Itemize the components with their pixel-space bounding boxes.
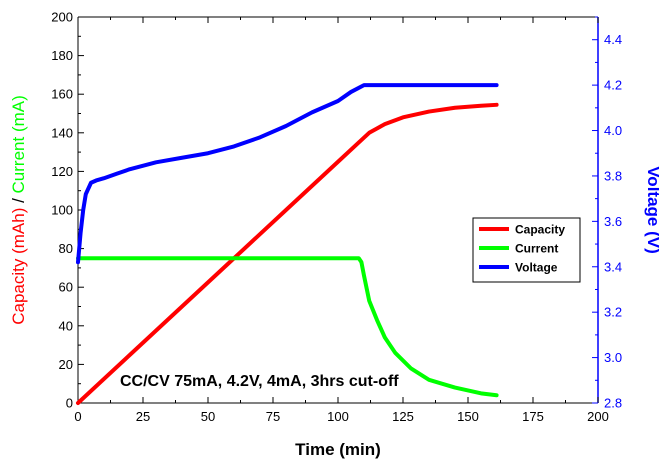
left-y-tick-label: 80 <box>59 241 73 256</box>
right-y-tick-label: 2.8 <box>604 396 622 411</box>
legend-label-capacity: Capacity <box>515 223 565 237</box>
legend-label-voltage: Voltage <box>515 261 558 275</box>
left-y-axis-title-part-3: Current (mA) <box>9 95 28 193</box>
left-y-tick-label: 0 <box>66 396 73 411</box>
left-y-tick-label: 60 <box>59 280 73 295</box>
right-y-tick-label: 4.0 <box>604 123 622 138</box>
left-y-tick-label: 120 <box>51 164 73 179</box>
left-y-tick-label: 40 <box>59 318 73 333</box>
annotation-text: CC/CV 75mA, 4.2V, 4mA, 3hrs cut-off <box>120 373 399 390</box>
left-y-tick-label: 160 <box>51 87 73 102</box>
left-y-axis-title-part-1: Capacity (mAh) <box>9 208 28 325</box>
left-y-tick-label: 180 <box>51 48 73 63</box>
left-y-tick-label: 100 <box>51 203 73 218</box>
legend-label-current: Current <box>515 242 558 256</box>
x-tick-label: 125 <box>392 409 414 424</box>
x-tick-label: 25 <box>136 409 150 424</box>
left-y-tick-label: 140 <box>51 125 73 140</box>
right-y-tick-label: 4.4 <box>604 32 622 47</box>
series-layer <box>76 83 499 405</box>
series-current-line <box>76 256 499 398</box>
series-voltage-line <box>76 83 499 265</box>
right-y-axis-title: Voltage (V) <box>644 166 659 254</box>
right-y-tick-label: 3.2 <box>604 305 622 320</box>
x-tick-label: 50 <box>201 409 215 424</box>
series-capacity-line <box>76 102 499 405</box>
left-y-tick-label: 200 <box>51 10 73 25</box>
x-tick-label: 150 <box>457 409 479 424</box>
right-y-tick-label: 4.2 <box>604 78 622 93</box>
labels-layer: Time (min) Capacity (mAh) / Current (mA) V… <box>9 95 659 459</box>
left-y-axis-title-part-2: / <box>9 193 28 207</box>
right-y-tick-label: 3.4 <box>604 259 622 274</box>
axes-layer: 0 25 50 75 100 125 150 175 200 0 20 40 60 80 100 120 140… <box>51 10 622 425</box>
left-y-tick-label: 20 <box>59 357 73 372</box>
right-y-tick-label: 3.0 <box>604 350 622 365</box>
x-tick-label: 175 <box>522 409 544 424</box>
left-y-axis-title: Capacity (mAh) / Current (mA) <box>9 95 28 325</box>
right-y-tick-label: 3.8 <box>604 168 622 183</box>
x-tick-label: 0 <box>74 409 81 424</box>
x-tick-label: 75 <box>266 409 280 424</box>
x-axis-title: Time (min) <box>295 440 381 459</box>
x-tick-label: 100 <box>327 409 349 424</box>
legend: Capacity Current Voltage <box>472 217 581 283</box>
right-y-tick-label: 3.6 <box>604 214 622 229</box>
x-tick-label: 200 <box>587 409 609 424</box>
